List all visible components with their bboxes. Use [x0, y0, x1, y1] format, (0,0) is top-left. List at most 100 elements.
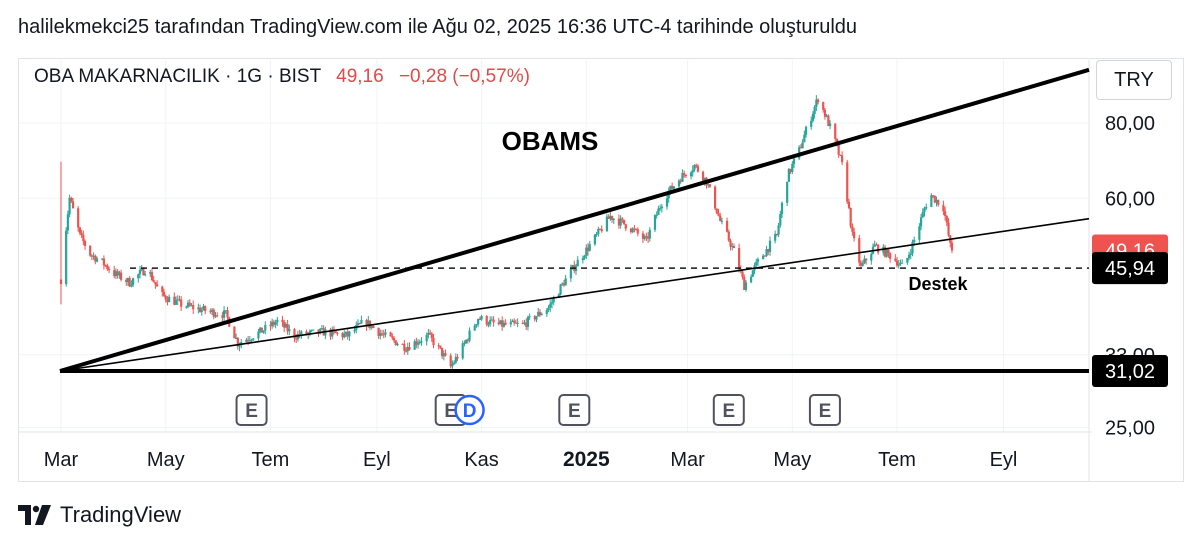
candle-body [188, 302, 191, 306]
candle-body [610, 215, 614, 220]
earnings-marker[interactable]: E [808, 394, 841, 426]
candle-body [502, 322, 506, 327]
candle-body [887, 249, 890, 254]
earnings-marker[interactable]: E [712, 394, 745, 426]
candle-body [501, 320, 504, 327]
candle-body [95, 258, 99, 262]
candle-body [701, 171, 705, 182]
candle-body [456, 356, 459, 359]
candle-body [725, 220, 729, 232]
candle-body [144, 273, 147, 276]
candle-body [775, 233, 778, 235]
candle-body [245, 339, 248, 343]
candle-body [789, 168, 792, 173]
candle-body [595, 233, 598, 235]
x-tick-label: May [773, 449, 811, 471]
earnings-marker[interactable]: E [235, 394, 268, 426]
candle-body [526, 317, 530, 327]
candle-body [822, 102, 825, 110]
candle-body [660, 206, 663, 209]
candle-body [114, 271, 118, 277]
candle-body [810, 120, 813, 127]
price-change: −0,28 (−0,57%) [398, 66, 530, 87]
candle-body [463, 343, 466, 345]
last-price: 49,16 [336, 66, 384, 87]
candle-body [737, 248, 741, 270]
brand-name: TradingView [60, 502, 182, 527]
x-tick-label: Tem [878, 449, 916, 471]
candle-body [288, 329, 291, 332]
candle-body [863, 258, 866, 264]
earnings-marker[interactable]: E [558, 394, 591, 426]
candle-body [305, 331, 308, 335]
candle-body [336, 332, 339, 334]
candle-body [631, 228, 634, 233]
candle-body [525, 322, 528, 327]
candle-body [909, 253, 912, 255]
y-tick-label: 60,00 [1105, 188, 1155, 210]
candle-body [767, 248, 770, 252]
candle-body [679, 180, 682, 182]
candle-body [295, 338, 298, 340]
candle-body [593, 234, 596, 245]
candle-body [439, 345, 442, 348]
candle-body [923, 208, 926, 213]
candle-body [564, 278, 567, 286]
x-tick-label: 2025 [563, 448, 610, 471]
event-marker-label: E [245, 401, 258, 422]
candle-body [413, 341, 416, 350]
candle-body [925, 206, 928, 209]
candle-body [89, 245, 92, 256]
candle-body [174, 300, 178, 305]
candle-body [950, 242, 954, 251]
candle-body [466, 339, 469, 341]
candle-body [391, 336, 394, 338]
candle-body [504, 322, 507, 325]
tradingview-logo-icon [18, 505, 51, 525]
candle-body [571, 265, 574, 269]
candle-body [827, 115, 830, 126]
candle-body [865, 258, 868, 261]
candle-body [935, 199, 938, 203]
candle-body [559, 284, 562, 295]
candle-body [353, 329, 356, 332]
candle-body [816, 99, 820, 103]
candle-body [528, 316, 531, 318]
dividend-marker[interactable]: D [454, 394, 485, 426]
candle-body [576, 259, 579, 267]
candle-body [607, 216, 610, 219]
candle-body [707, 184, 710, 186]
candle-body [545, 310, 548, 314]
candle-body [475, 324, 478, 326]
candle-body [689, 172, 693, 177]
candle-body [396, 343, 399, 346]
candle-body [344, 331, 348, 334]
candle-body [138, 270, 142, 275]
candle-body [645, 236, 648, 238]
candle-body [65, 230, 68, 285]
candle-body [600, 229, 603, 232]
candle-body [859, 262, 863, 266]
candle-body [899, 262, 902, 265]
candle-body [461, 343, 464, 359]
candle-body [389, 332, 392, 337]
candle-body [906, 258, 909, 263]
candle-body [585, 247, 588, 257]
currency-button[interactable]: TRY [1096, 60, 1172, 100]
candle-body [465, 339, 468, 344]
symbol-name: OBA MAKARNACILIK · 1G · BIST [34, 66, 321, 87]
candle-body [233, 326, 236, 339]
lower-trend-line [59, 217, 1090, 372]
candle-body [729, 240, 732, 247]
candle-body [763, 255, 766, 257]
candle-body [497, 322, 500, 325]
candle-body [669, 185, 672, 192]
tradingview-brand[interactable]: TradingView [18, 502, 181, 528]
candle-body [415, 341, 418, 345]
x-tick-label: May [147, 449, 185, 471]
x-tick-label: Eyl [363, 449, 391, 471]
candle-body [787, 168, 790, 182]
candle-body [317, 329, 320, 334]
candle-body [847, 201, 851, 208]
